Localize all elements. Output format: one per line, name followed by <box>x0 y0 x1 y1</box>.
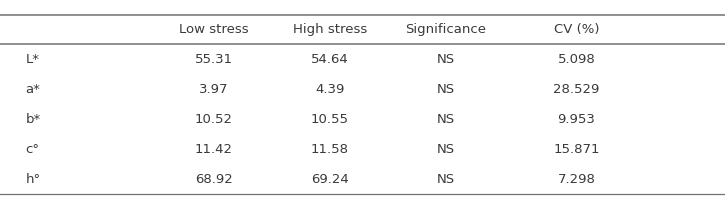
Text: NS: NS <box>436 143 455 156</box>
Text: 9.953: 9.953 <box>558 113 595 126</box>
Text: 69.24: 69.24 <box>311 173 349 185</box>
Text: 55.31: 55.31 <box>195 53 233 66</box>
Text: h°: h° <box>25 173 41 185</box>
Text: b*: b* <box>25 113 41 126</box>
Text: 7.298: 7.298 <box>558 173 595 185</box>
Text: a*: a* <box>25 83 41 96</box>
Text: 11.42: 11.42 <box>195 143 233 156</box>
Text: 54.64: 54.64 <box>311 53 349 66</box>
Text: 11.58: 11.58 <box>311 143 349 156</box>
Text: c°: c° <box>25 143 39 156</box>
Text: 3.97: 3.97 <box>199 83 228 96</box>
Text: 10.55: 10.55 <box>311 113 349 126</box>
Text: 10.52: 10.52 <box>195 113 233 126</box>
Text: NS: NS <box>436 113 455 126</box>
Text: CV (%): CV (%) <box>554 23 599 36</box>
Text: Significance: Significance <box>405 23 486 36</box>
Text: High stress: High stress <box>293 23 367 36</box>
Text: 4.39: 4.39 <box>315 83 344 96</box>
Text: L*: L* <box>25 53 39 66</box>
Text: NS: NS <box>436 173 455 185</box>
Text: 68.92: 68.92 <box>195 173 233 185</box>
Text: 5.098: 5.098 <box>558 53 595 66</box>
Text: NS: NS <box>436 53 455 66</box>
Text: NS: NS <box>436 83 455 96</box>
Text: 28.529: 28.529 <box>553 83 600 96</box>
Text: 15.871: 15.871 <box>553 143 600 156</box>
Text: Low stress: Low stress <box>179 23 249 36</box>
